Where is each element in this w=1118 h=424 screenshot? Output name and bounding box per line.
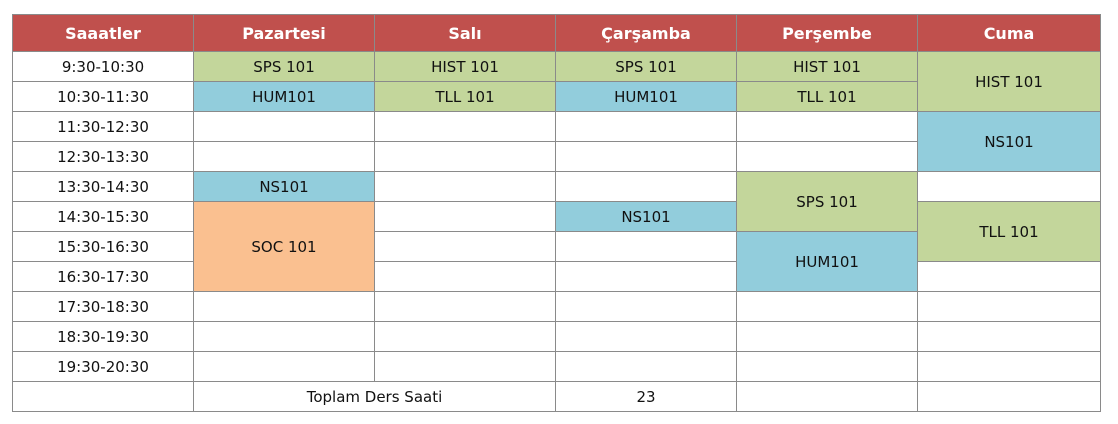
empty-cell [917, 171, 1101, 202]
table-row: 9:30-10:30 SPS 101 HIST 101 SPS 101 HIST… [12, 51, 1101, 112]
class-cell: NS101 [193, 171, 375, 202]
header-hours: Saaatler [12, 14, 194, 52]
empty-cell [555, 141, 737, 172]
empty-cell [555, 111, 737, 142]
empty-cell [374, 171, 556, 202]
time-cell: 15:30-16:30 [12, 231, 194, 262]
empty-cell [917, 351, 1101, 382]
empty-cell [555, 171, 737, 202]
total-row: Toplam Ders Saati 23 [12, 381, 1101, 412]
empty-cell [374, 201, 556, 232]
empty-cell [555, 231, 737, 262]
class-cell: SPS 101 [193, 51, 375, 82]
empty-cell [917, 291, 1101, 322]
table-row: 11:30-12:30 NS101 [12, 111, 1101, 172]
empty-cell [374, 231, 556, 262]
empty-cell [736, 321, 918, 352]
empty-cell [736, 141, 918, 172]
table-row: 19:30-20:30 [12, 351, 1101, 382]
empty-cell [12, 381, 194, 412]
empty-cell [736, 291, 918, 322]
empty-cell [917, 261, 1101, 292]
time-cell: 17:30-18:30 [12, 291, 194, 322]
class-cell: NS101 [917, 111, 1101, 172]
empty-cell [374, 291, 556, 322]
class-cell: TLL 101 [917, 201, 1101, 262]
header-wednesday: Çarşamba [555, 14, 737, 52]
empty-cell [374, 111, 556, 142]
class-cell: SPS 101 [555, 51, 737, 82]
schedule-table: Saaatler Pazartesi Salı Çarşamba Perşemb… [12, 14, 1101, 412]
time-cell: 14:30-15:30 [12, 201, 194, 232]
table-row: 10:30-11:30 HUM101 TLL 101 HUM101 TLL 10… [12, 81, 1101, 112]
table-row: 14:30-15:30 SOC 101 NS101 TLL 101 [12, 201, 1101, 292]
time-cell: 10:30-11:30 [12, 81, 194, 112]
class-cell: NS101 [555, 201, 737, 232]
header-monday: Pazartesi [193, 14, 375, 52]
table-row: 17:30-18:30 [12, 291, 1101, 322]
table-row: 13:30-14:30 NS101 SPS 101 [12, 171, 1101, 232]
header-friday: Cuma [917, 14, 1101, 52]
class-cell: HIST 101 [374, 51, 556, 82]
table-row: 12:30-13:30 [12, 141, 1101, 172]
empty-cell [374, 141, 556, 172]
class-cell: HUM101 [555, 81, 737, 112]
time-cell: 12:30-13:30 [12, 141, 194, 172]
time-cell: 13:30-14:30 [12, 171, 194, 202]
header-tuesday: Salı [374, 14, 556, 52]
empty-cell [193, 111, 375, 142]
empty-cell [193, 351, 375, 382]
empty-cell [555, 321, 737, 352]
empty-cell [193, 291, 375, 322]
class-cell: SOC 101 [193, 201, 375, 292]
class-cell: HIST 101 [917, 51, 1101, 112]
empty-cell [193, 321, 375, 352]
class-cell: HUM101 [736, 231, 918, 292]
class-cell: TLL 101 [374, 81, 556, 112]
time-cell: 19:30-20:30 [12, 351, 194, 382]
empty-cell [917, 381, 1101, 412]
empty-cell [193, 141, 375, 172]
time-cell: 16:30-17:30 [12, 261, 194, 292]
total-hours-value: 23 [555, 381, 737, 412]
table-row: 18:30-19:30 [12, 321, 1101, 352]
empty-cell [736, 351, 918, 382]
empty-cell [736, 381, 918, 412]
header-thursday: Perşembe [736, 14, 918, 52]
total-hours-label: Toplam Ders Saati [193, 381, 556, 412]
empty-cell [555, 351, 737, 382]
header-row: Saaatler Pazartesi Salı Çarşamba Perşemb… [12, 14, 1101, 52]
time-cell: 18:30-19:30 [12, 321, 194, 352]
empty-cell [374, 351, 556, 382]
table-row: 16:30-17:30 [12, 261, 1101, 292]
class-cell: TLL 101 [736, 81, 918, 112]
time-cell: 9:30-10:30 [12, 51, 194, 82]
empty-cell [374, 321, 556, 352]
class-cell: SPS 101 [736, 171, 918, 232]
time-cell: 11:30-12:30 [12, 111, 194, 142]
empty-cell [555, 261, 737, 292]
empty-cell [736, 111, 918, 142]
class-cell: HIST 101 [736, 51, 918, 82]
empty-cell [555, 291, 737, 322]
class-cell: HUM101 [193, 81, 375, 112]
empty-cell [374, 261, 556, 292]
empty-cell [917, 321, 1101, 352]
